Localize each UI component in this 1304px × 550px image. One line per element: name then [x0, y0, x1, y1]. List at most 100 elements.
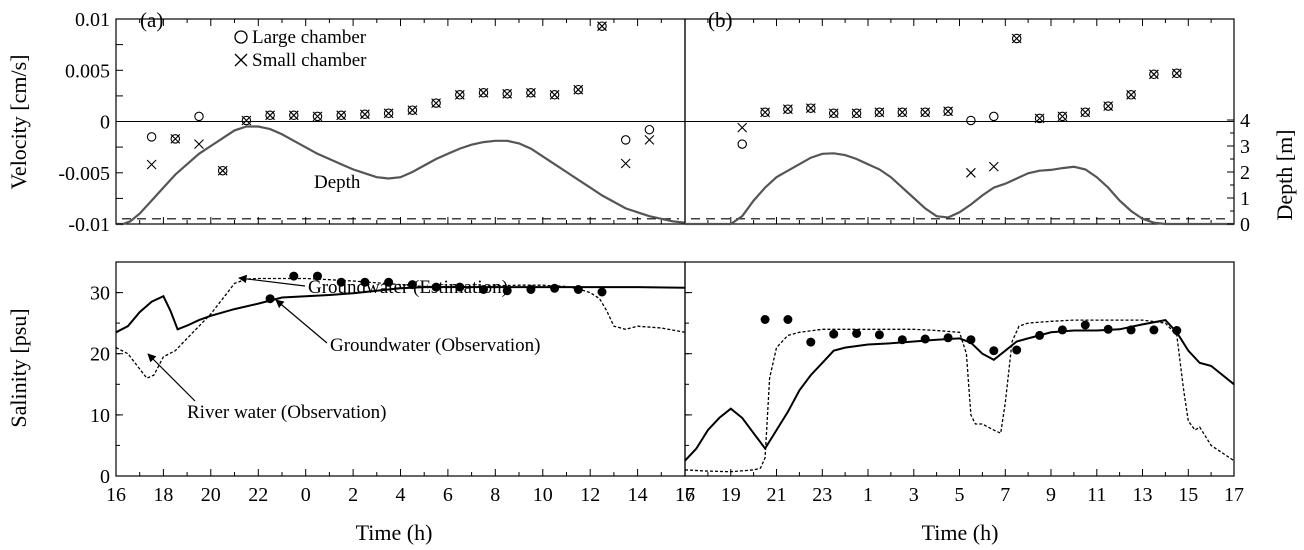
- large-chamber-point: [1080, 107, 1091, 118]
- small-chamber-point: [502, 88, 513, 99]
- large-chamber-point: [737, 139, 747, 149]
- y-tick-label: 30: [90, 283, 110, 305]
- groundwater-estimation-point: [289, 271, 299, 281]
- small-chamber-point: [312, 111, 323, 122]
- legend-small-chamber-marker: [234, 53, 248, 67]
- groundwater-observation-line: [684, 319, 1235, 462]
- large-chamber-point: [526, 88, 536, 98]
- groundwater-estimation-point: [1149, 325, 1159, 335]
- large-chamber-point: [597, 21, 607, 31]
- x-tick-label: 17: [1224, 484, 1244, 506]
- x-tick-label: 12: [580, 484, 600, 506]
- groundwater-estimation-point: [336, 277, 346, 287]
- small-chamber-point: [1057, 111, 1068, 122]
- panel-label-b: (b): [708, 8, 733, 32]
- x-tick-label: 16: [106, 484, 126, 506]
- large-chamber-point: [312, 111, 323, 122]
- x-axis-title-a: Time (h): [356, 520, 433, 545]
- y-tick-label: 20: [90, 344, 110, 366]
- small-chamber-point: [194, 139, 204, 149]
- large-chamber-point: [1011, 33, 1022, 44]
- x-tick-label: 8: [490, 484, 500, 506]
- groundwater-estimation-point: [479, 285, 488, 294]
- groundwater-estimation-point: [597, 287, 607, 297]
- x-axis-title-b: Time (h): [922, 520, 999, 545]
- large-chamber-point: [265, 110, 275, 121]
- groundwater-estimation-point: [526, 285, 536, 294]
- groundwater-estimation-point: [407, 280, 417, 290]
- annotation-groundwater-estimation: Groundwater (Estimation): [308, 277, 508, 298]
- y-tick-label: 0: [100, 466, 110, 488]
- legend-small-chamber-label: Small chamber: [252, 50, 367, 71]
- groundwater-estimation-point: [1057, 325, 1067, 335]
- x-tick-label: 1: [863, 484, 873, 506]
- groundwater-estimation-point: [989, 346, 999, 356]
- panel-b-velocity: 0 1 2 3 4: [684, 18, 1250, 236]
- groundwater-estimation-point: [943, 333, 953, 343]
- groundwater-estimation-point: [502, 286, 512, 296]
- large-chamber-point: [828, 108, 839, 119]
- groundwater-estimation-point: [806, 337, 816, 347]
- groundwater-estimation-point: [550, 283, 560, 293]
- groundwater-estimation-line: [684, 319, 1235, 473]
- x-tick-label: 18: [153, 484, 173, 506]
- x-tick-label: 21: [767, 484, 787, 506]
- large-chamber-point: [806, 103, 816, 113]
- large-chamber-point: [336, 110, 346, 121]
- x-tick-label: 16: [675, 484, 695, 506]
- small-chamber-point: [265, 110, 275, 121]
- large-chamber-point: [783, 104, 793, 114]
- small-chamber-point: [737, 122, 748, 133]
- groundwater-estimation-point: [1080, 320, 1090, 330]
- small-chamber-point: [783, 104, 793, 115]
- large-chamber-point: [383, 108, 394, 119]
- x-tick-label: 17: [675, 484, 695, 506]
- x-tick-label: 6: [443, 484, 453, 506]
- groundwater-estimation-point: [455, 282, 465, 292]
- groundwater-estimation-point: [897, 335, 907, 345]
- groundwater-estimation-point: [852, 329, 862, 338]
- small-chamber-point: [573, 84, 584, 95]
- large-chamber-point: [874, 107, 885, 118]
- y-tick-label: 2: [1240, 162, 1250, 184]
- large-chamber-point: [1034, 113, 1045, 124]
- groundwater-estimation-point: [1012, 345, 1022, 355]
- small-chamber-point: [431, 98, 441, 108]
- y-tick-label: 1: [1240, 188, 1250, 210]
- large-chamber-point: [289, 110, 299, 121]
- legend-large-chamber-marker: [234, 30, 248, 44]
- x-tick-label: 13: [1133, 484, 1153, 506]
- small-chamber-point: [828, 108, 839, 119]
- annotation-arrow-river: [147, 353, 196, 402]
- large-chamber-point: [1103, 101, 1113, 111]
- small-chamber-point: [241, 115, 252, 126]
- small-chamber-point: [851, 108, 862, 119]
- y-tick-label: -0.005: [58, 163, 110, 185]
- large-chamber-point: [573, 84, 584, 95]
- small-chamber-point: [620, 158, 631, 169]
- small-chamber-point: [1171, 68, 1182, 79]
- small-chamber-point: [760, 107, 770, 118]
- small-chamber-point: [920, 107, 931, 118]
- small-chamber-point: [549, 89, 560, 100]
- small-chamber-point: [1080, 107, 1091, 118]
- y-tick-label: 0: [100, 112, 110, 134]
- large-chamber-point: [1149, 69, 1159, 80]
- small-chamber-point: [478, 87, 489, 98]
- x-tick-label: 0: [301, 484, 311, 506]
- x-tick-label: 15: [1178, 484, 1198, 506]
- annotation-river-water-observation: River water (Observation): [187, 402, 386, 423]
- small-chamber-point: [874, 107, 885, 118]
- large-chamber-point: [549, 90, 560, 100]
- annotation-arrow-observation: [275, 299, 328, 344]
- small-chamber-point: [170, 134, 181, 144]
- small-chamber-point: [1149, 69, 1159, 80]
- small-chamber-point: [597, 21, 607, 32]
- large-chamber-point: [966, 115, 976, 126]
- large-chamber-point: [644, 124, 655, 135]
- legend-large-chamber-label: Large chamber: [252, 27, 367, 48]
- panel-a-velocity: -0.01 -0.005 0 0.005 0.01: [58, 9, 686, 236]
- small-chamber-point: [988, 161, 999, 172]
- large-chamber-point: [897, 107, 908, 118]
